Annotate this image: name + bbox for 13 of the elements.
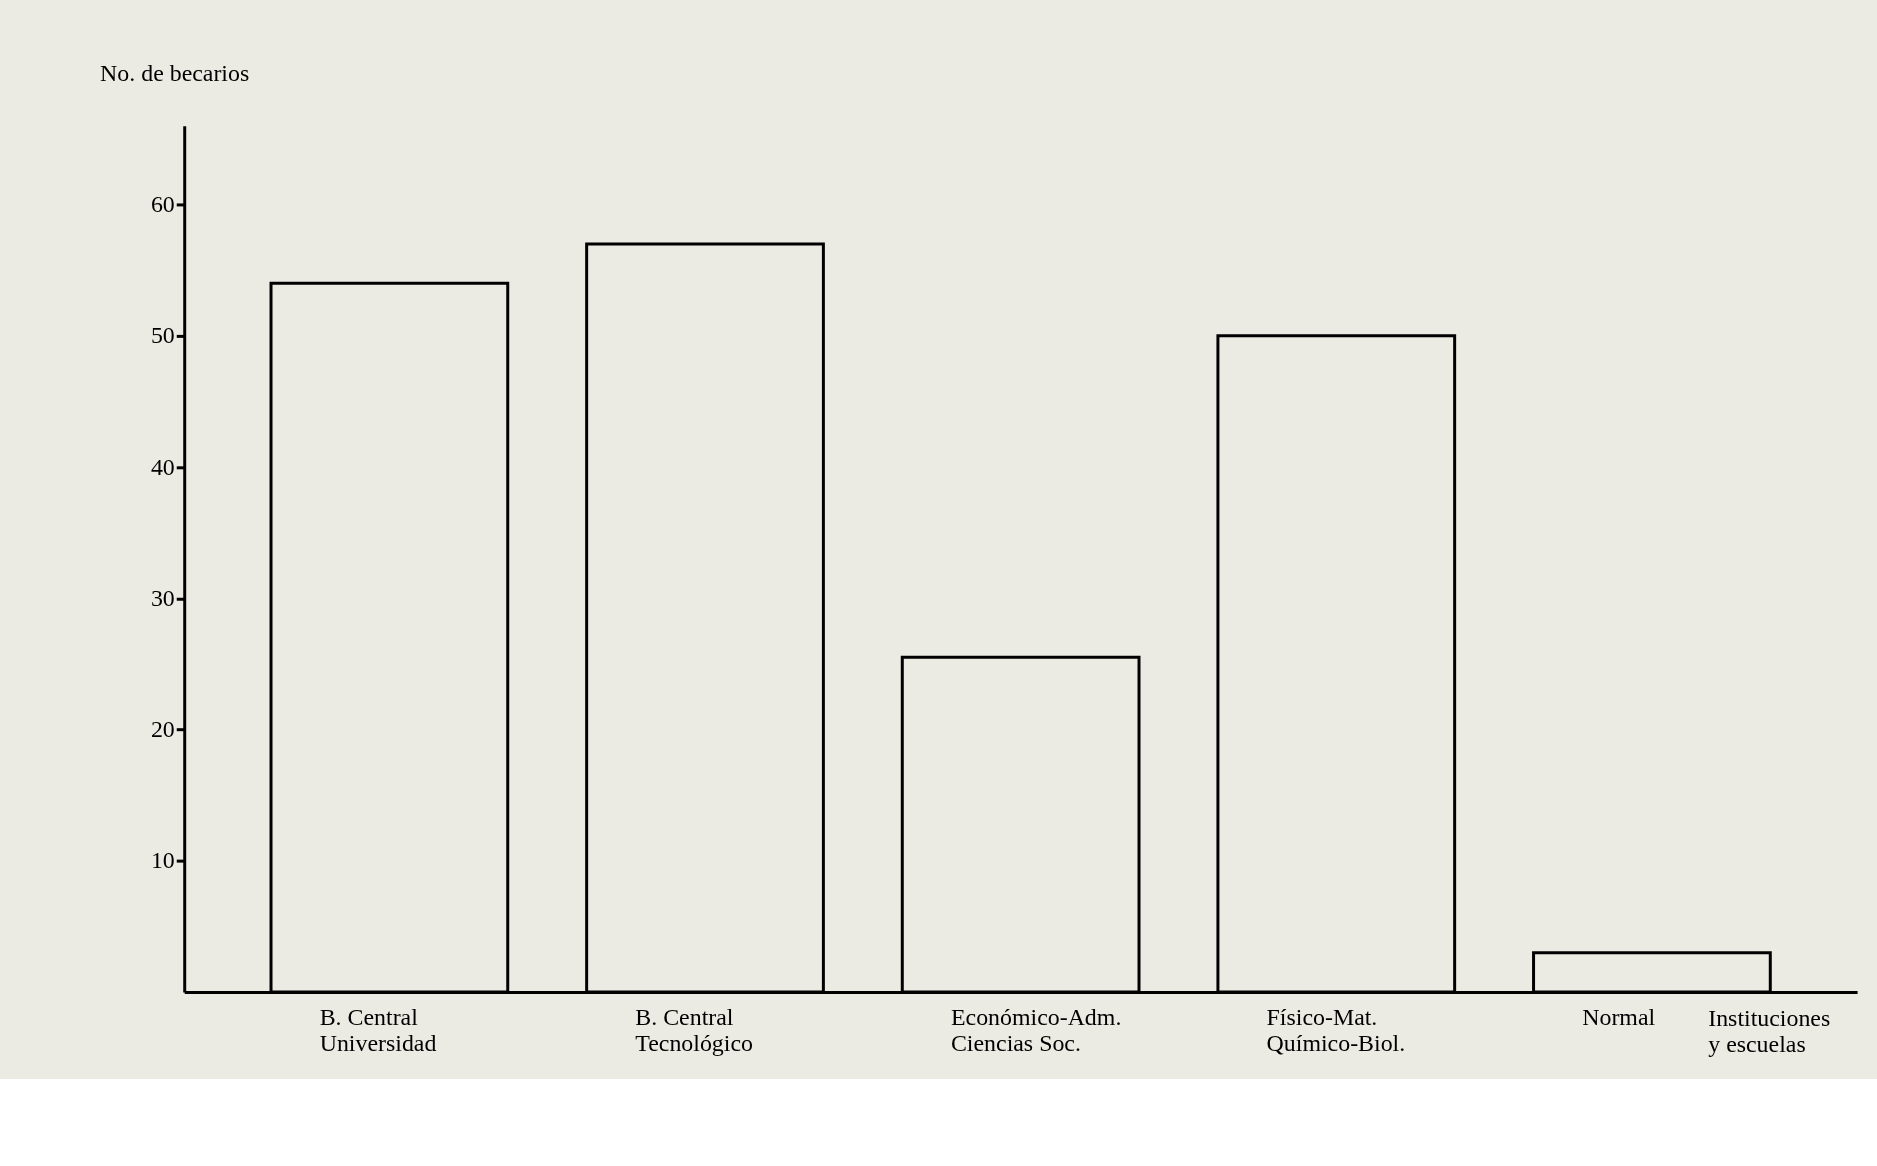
y-tick-label: 50 [150,322,175,349]
y-tick-label: 60 [150,190,175,217]
y-tick-label: 40 [150,453,175,480]
x-tick-label: Normal [1582,1004,1656,1031]
y-axis-title: No. de becarios [100,60,250,87]
y-tick-label: 20 [150,716,175,743]
x-tick-label: B. Central Universidad [319,1004,437,1057]
y-tick-label: 10 [150,847,175,874]
x-axis-title: Instituciones y escuelas [1708,1005,1831,1058]
x-tick-label: B. Central Tecnológico [635,1004,754,1057]
x-tick-label: Físico-Mat. Químico-Biol. [1266,1004,1406,1057]
x-tick-label: Económico-Adm. Ciencias Soc. [950,1004,1122,1057]
y-tick-label: 30 [150,584,175,611]
